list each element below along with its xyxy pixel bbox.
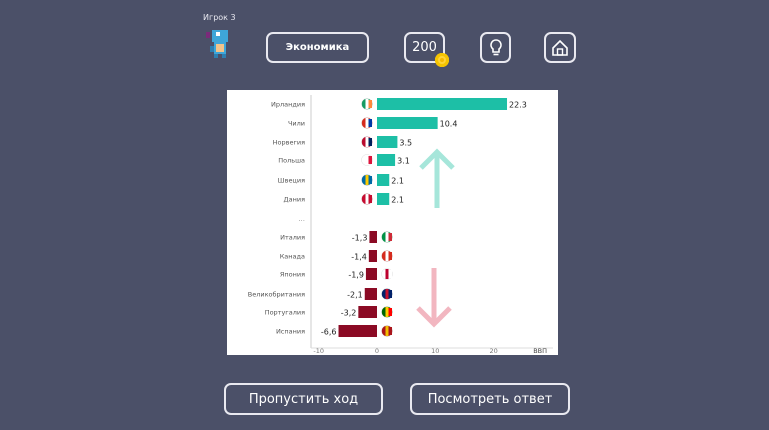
flag-poland-stripe [368, 156, 372, 164]
hint-button[interactable] [480, 32, 511, 63]
score-display: 200 [404, 32, 445, 63]
flag-ireland-stripe [368, 100, 372, 108]
flag-portugal-stripe [388, 308, 392, 316]
bar [377, 174, 390, 186]
separator-label: ... [298, 215, 305, 223]
flag-uk-stripe [388, 290, 392, 298]
chart-svg: ... Ирландия 22.3 Чили 10.4 Норвегия 3.5 Польша… [248, 95, 553, 355]
category-label: Ирландия [271, 101, 305, 109]
topic-button[interactable]: Экономика [266, 32, 369, 63]
value-label: 2.1 [391, 196, 404, 205]
flag-denmark-stripe [365, 194, 369, 204]
gdp-bar-chart: ... Ирландия 22.3 Чили 10.4 Норвегия 3.5 Польша… [227, 90, 558, 355]
value-label: -3,2 [341, 309, 357, 318]
flag-denmark-stripe [368, 195, 372, 203]
flag-sweden-stripe [365, 175, 369, 185]
x-tick-label: 20 [489, 347, 497, 355]
category-label: Канада [280, 253, 305, 261]
show-answer-button[interactable]: Посмотреть ответ [410, 383, 570, 415]
bar [377, 154, 396, 166]
category-label: Чили [288, 120, 305, 128]
category-label: Великобритания [248, 291, 305, 299]
bar [377, 117, 438, 129]
flag-sweden-stripe [368, 176, 372, 184]
bar [377, 136, 398, 148]
flag-japan-stripe [385, 269, 389, 279]
flag-italy-stripe [388, 233, 392, 241]
value-label: -1,3 [352, 234, 368, 243]
x-tick-label: -10 [313, 347, 324, 355]
lightbulb-icon [489, 38, 502, 55]
category-label: Швеция [278, 177, 305, 185]
category-label: Япония [280, 271, 305, 279]
bar [368, 250, 377, 262]
category-label: Испания [276, 328, 305, 336]
skip-turn-button[interactable]: Пропустить ход [224, 383, 383, 415]
x-axis-label: ВВП [533, 347, 547, 355]
flag-norway-stripe [368, 138, 372, 146]
bar [369, 231, 377, 243]
bar [377, 193, 390, 205]
value-label: 3.1 [397, 157, 410, 166]
category-label: Португалия [265, 309, 305, 317]
pixel-dinosaur-avatar-icon [206, 30, 228, 58]
value-label: 3.5 [399, 139, 412, 148]
value-label: -1,4 [351, 253, 367, 262]
value-label: -1,9 [348, 271, 364, 280]
flag-canada-stripe [385, 251, 389, 261]
home-icon [552, 39, 568, 56]
flag-chile-stripe [365, 118, 369, 128]
up-arrow-icon [419, 148, 455, 208]
category-label: Польша [278, 157, 305, 165]
value-label: 22.3 [509, 101, 527, 110]
bar [377, 98, 508, 110]
category-label: Норвегия [273, 139, 305, 147]
flag-poland-stripe [365, 155, 369, 165]
flag-portugal-stripe [385, 307, 389, 317]
flag-italy-stripe [385, 232, 389, 242]
flag-japan-stripe [388, 270, 392, 278]
flag-norway-stripe [365, 137, 369, 147]
flag-chile-stripe [368, 119, 372, 127]
x-tick-label: 0 [375, 347, 379, 355]
home-button[interactable] [544, 32, 576, 63]
down-arrow-icon [416, 268, 452, 328]
coin-icon [435, 53, 449, 67]
value-label: -2,1 [347, 291, 363, 300]
bar [358, 306, 377, 318]
x-tick-label: 10 [431, 347, 439, 355]
category-label: Дания [284, 196, 306, 204]
category-label: Италия [280, 234, 305, 242]
player-label: Игрок 3 [203, 13, 236, 22]
bar [365, 268, 377, 280]
bar [364, 288, 377, 300]
flag-spain-stripe [385, 326, 389, 336]
value-label: 10.4 [440, 120, 458, 129]
value-label: 2.1 [391, 177, 404, 186]
flag-uk-stripe [385, 289, 389, 299]
flag-canada-stripe [388, 252, 392, 260]
value-label: -6,6 [321, 328, 337, 337]
flag-spain-stripe [388, 327, 392, 335]
bar [338, 325, 377, 337]
flag-ireland-stripe [365, 99, 369, 109]
